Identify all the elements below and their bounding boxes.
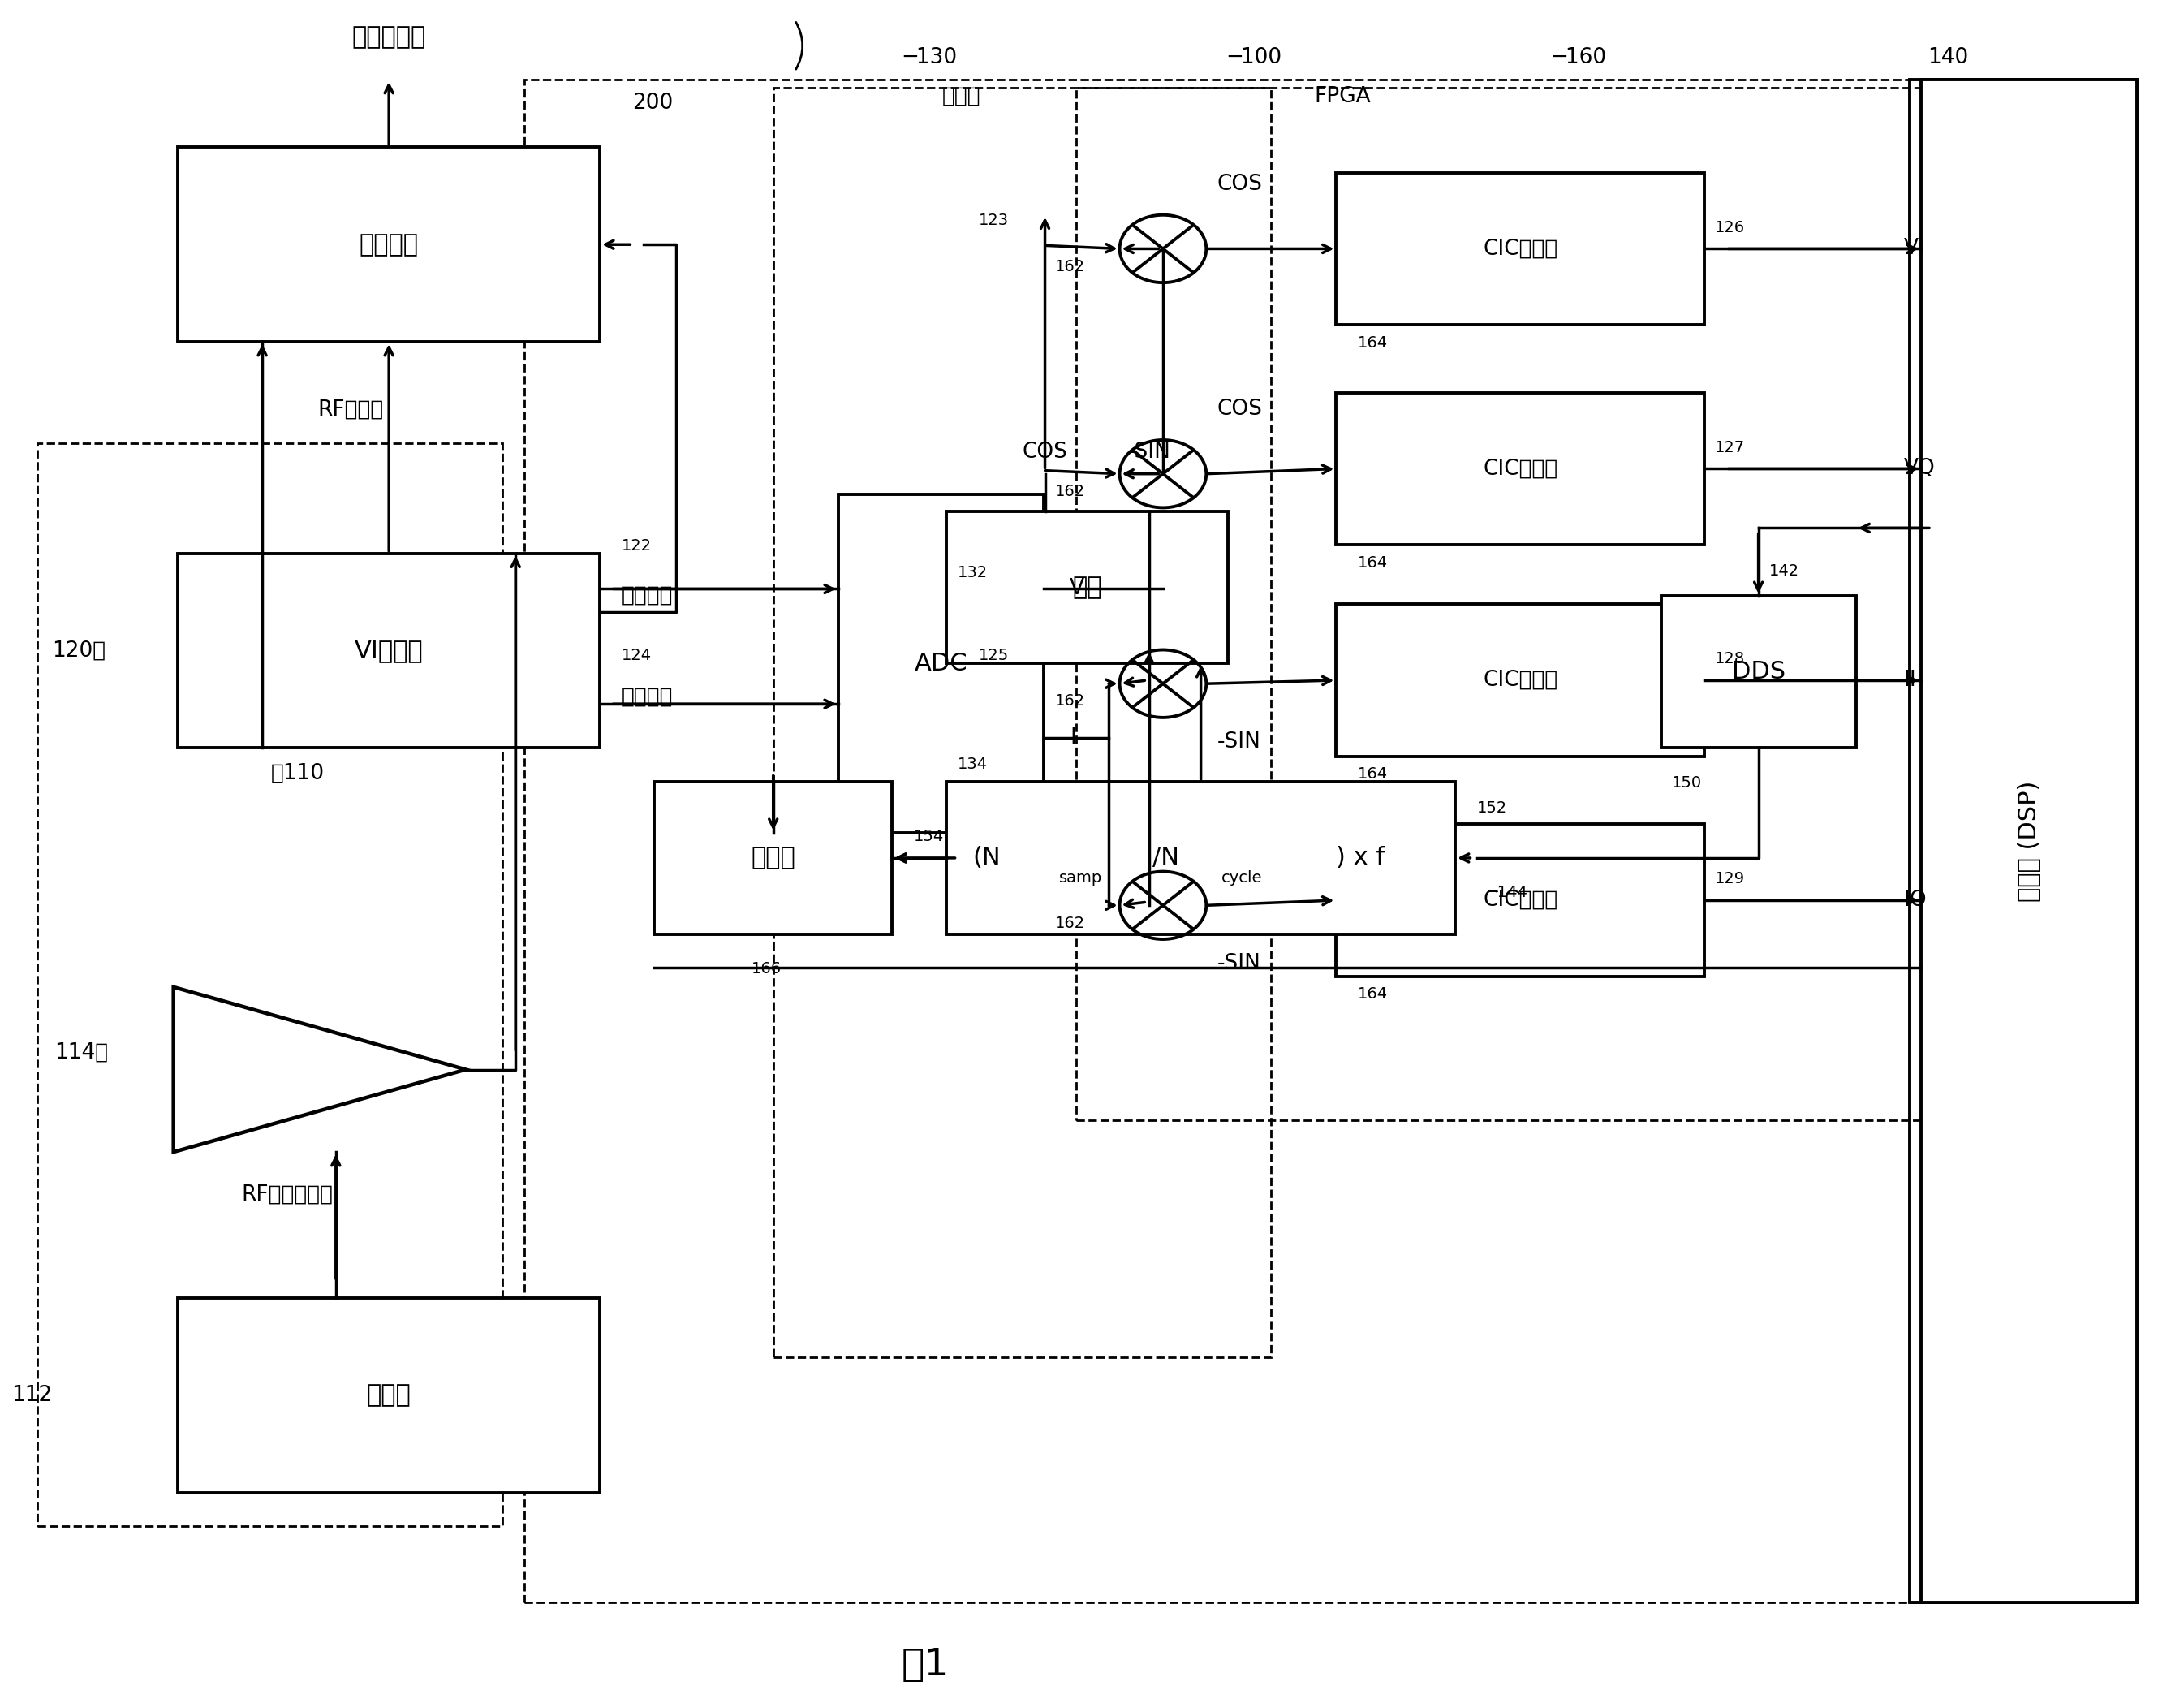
Text: FPGA: FPGA [1315, 87, 1372, 107]
Bar [37, 443, 502, 1526]
Text: 164: 164 [1358, 987, 1389, 1002]
Text: 124: 124 [622, 647, 651, 663]
Bar [1662, 596, 1856, 748]
Bar [773, 88, 1271, 1358]
Text: 162: 162 [1055, 916, 1085, 931]
Bar [177, 1298, 601, 1492]
Bar [655, 782, 893, 934]
Text: /N: /N [1153, 846, 1179, 870]
Text: COS: COS [1022, 442, 1068, 462]
Text: 154: 154 [913, 829, 943, 844]
Text: 152: 152 [1476, 800, 1507, 816]
Bar [946, 782, 1455, 934]
Bar [524, 80, 1920, 1602]
Text: -SIN: -SIN [1216, 731, 1260, 753]
Text: COS: COS [1216, 173, 1262, 195]
Text: 162: 162 [1055, 484, 1085, 500]
Text: samp: samp [1059, 870, 1103, 885]
Bar [177, 554, 601, 748]
Text: 控制器 (DSP): 控制器 (DSP) [2018, 780, 2040, 902]
Bar [1337, 605, 1704, 756]
Text: 122: 122 [622, 539, 651, 554]
Bar [1920, 80, 2138, 1602]
Text: V: V [1070, 578, 1085, 600]
Text: 114～: 114～ [55, 1041, 109, 1064]
Text: 142: 142 [1769, 564, 1800, 579]
Text: 164: 164 [1358, 766, 1389, 782]
Bar [1911, 80, 2138, 1602]
Text: RF功率源: RF功率源 [319, 399, 384, 420]
Bar [839, 494, 1044, 833]
Text: ) x f: ) x f [1337, 846, 1385, 870]
Text: 127: 127 [1714, 440, 1745, 455]
Text: -SIN: -SIN [1127, 442, 1171, 462]
Text: CIC滤波器: CIC滤波器 [1483, 459, 1557, 479]
Text: VI传感器: VI传感器 [354, 639, 424, 663]
Text: 128: 128 [1714, 651, 1745, 666]
Bar [946, 511, 1227, 663]
Text: 门驱动: 门驱动 [751, 846, 795, 870]
Text: 到等离子室: 到等离子室 [352, 25, 426, 49]
Text: 132: 132 [957, 566, 987, 581]
Text: 162: 162 [1055, 258, 1085, 274]
Text: 模拟电压: 模拟电压 [622, 584, 673, 607]
Text: 112: 112 [11, 1385, 52, 1405]
Text: CIC滤波器: CIC滤波器 [1483, 669, 1557, 691]
Text: 140: 140 [1926, 48, 1968, 68]
Text: 166: 166 [751, 962, 782, 977]
Bar [177, 148, 601, 341]
Text: CIC滤波器: CIC滤波器 [1483, 890, 1557, 911]
Text: IQ: IQ [1904, 890, 1926, 911]
Text: RF功率放大器: RF功率放大器 [240, 1184, 332, 1205]
Text: II: II [1904, 669, 1915, 691]
Bar [1337, 824, 1704, 977]
Text: ─100: ─100 [1227, 48, 1282, 68]
Text: 164: 164 [1358, 335, 1389, 350]
Text: ～110: ～110 [271, 763, 325, 783]
Text: 123: 123 [978, 212, 1009, 228]
Text: ─130: ─130 [904, 48, 957, 68]
Text: 134: 134 [957, 756, 987, 771]
Text: 200: 200 [633, 92, 673, 114]
Text: -SIN: -SIN [1216, 953, 1260, 974]
Text: ─160: ─160 [1553, 48, 1607, 68]
Text: 129: 129 [1714, 872, 1745, 887]
Bar [1337, 173, 1704, 325]
Text: CIC滤波器: CIC滤波器 [1483, 238, 1557, 260]
Text: (N: (N [972, 846, 1000, 870]
Bar [1077, 88, 1920, 1120]
Text: 阻抗匹配: 阻抗匹配 [360, 233, 419, 257]
Text: 图1: 图1 [902, 1646, 948, 1684]
Text: cycle: cycle [1221, 870, 1262, 885]
Text: 采样器: 采样器 [941, 87, 981, 107]
Text: COS: COS [1216, 399, 1262, 420]
Text: 模拟电流: 模拟电流 [622, 686, 673, 708]
Text: 150: 150 [1671, 775, 1701, 790]
Text: 直流源: 直流源 [367, 1383, 411, 1407]
Text: 162: 162 [1055, 693, 1085, 708]
Text: 126: 126 [1714, 219, 1745, 234]
Text: I: I [1070, 727, 1077, 748]
Text: 164: 164 [1358, 556, 1389, 571]
Text: 125: 125 [978, 647, 1009, 663]
Text: VQ: VQ [1904, 459, 1935, 479]
Text: ADC: ADC [915, 652, 968, 675]
Text: VI: VI [1904, 238, 1924, 260]
Text: ─144: ─144 [1487, 885, 1527, 900]
Text: 列表: 列表 [1072, 576, 1103, 600]
Bar [1337, 392, 1704, 545]
Text: DDS: DDS [1732, 659, 1784, 683]
Text: 120～: 120～ [52, 641, 105, 661]
